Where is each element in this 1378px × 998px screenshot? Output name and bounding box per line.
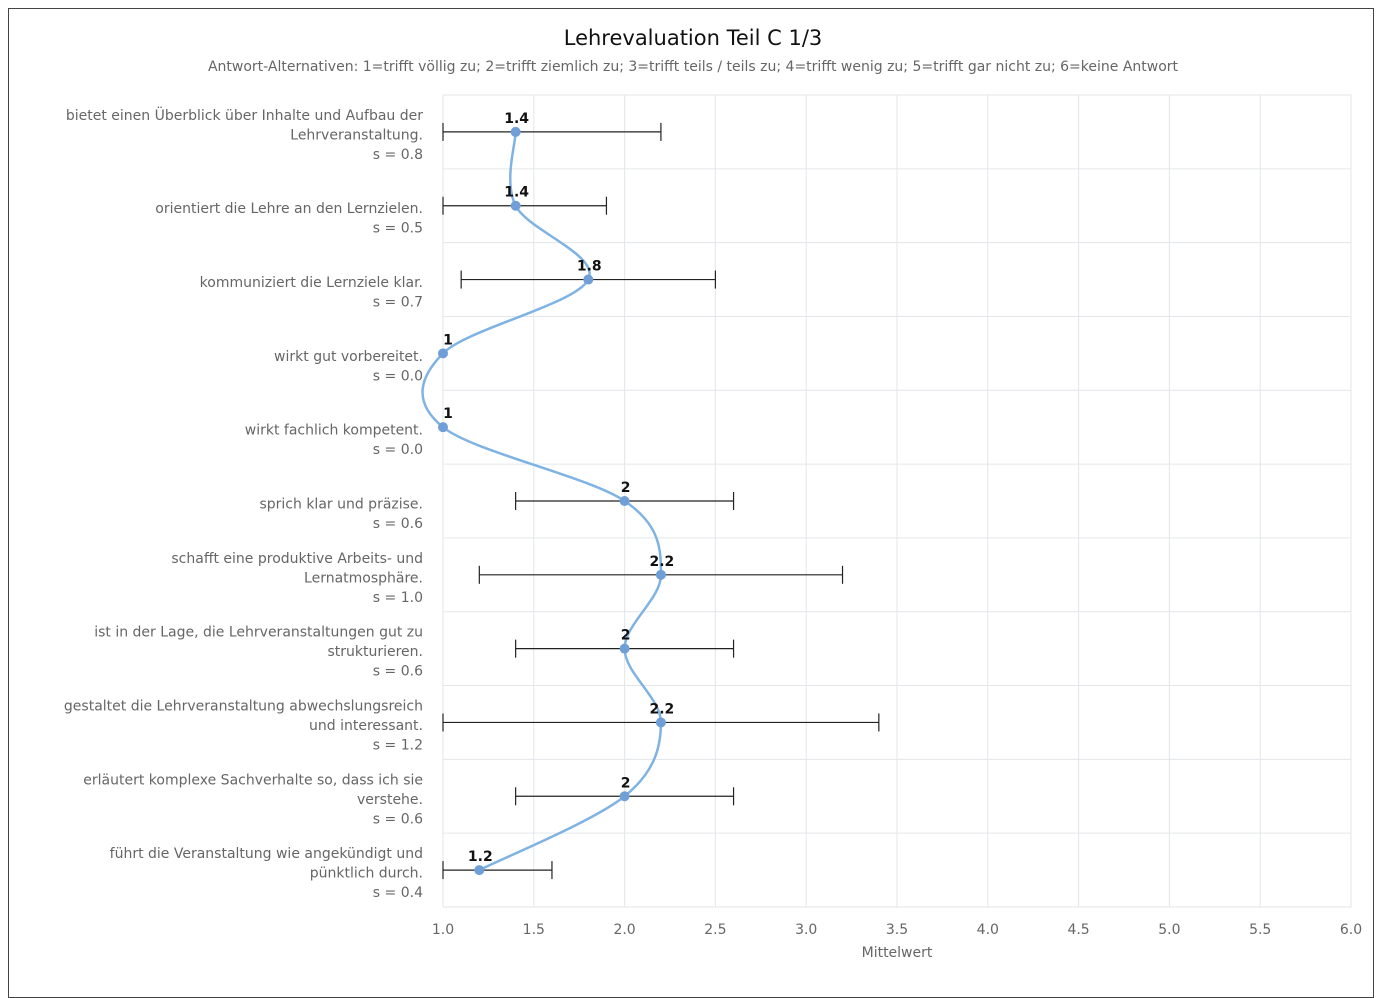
data-label: 2.2 [650, 701, 675, 717]
category-label: orientiert die Lehre an den Lernzielen. [155, 201, 423, 217]
category-label: s = 0.7 [373, 295, 423, 311]
point-layer [438, 126, 666, 876]
category-label: Lehrveranstaltung. [290, 127, 423, 143]
x-tick-label: 2.0 [613, 922, 635, 938]
x-tick-label: 3.5 [886, 922, 908, 938]
data-point[interactable] [619, 496, 630, 506]
category-label: s = 0.6 [373, 516, 423, 532]
category-label: sprich klar und präzise. [259, 497, 423, 513]
category-label: wirkt gut vorbereitet. [274, 349, 423, 365]
category-label: und interessant. [309, 718, 423, 734]
category-label: s = 0.0 [373, 442, 423, 458]
category-label: s = 0.5 [373, 221, 423, 237]
data-label: 2 [621, 775, 631, 791]
category-label: s = 0.4 [373, 885, 423, 901]
data-label: 1.2 [468, 849, 493, 865]
data-label: 2 [621, 480, 631, 496]
category-label: ist in der Lage, die Lehrveranstaltungen… [94, 625, 423, 641]
x-tick-label: 2.5 [704, 922, 726, 938]
category-label: s = 0.0 [373, 368, 423, 384]
category-label: s = 1.2 [373, 737, 423, 753]
x-tick-label: 6.0 [1340, 922, 1362, 938]
data-point[interactable] [510, 200, 521, 211]
category-label: verstehe. [357, 792, 423, 808]
data-point[interactable] [510, 126, 521, 137]
data-point[interactable] [438, 422, 448, 433]
data-point[interactable] [655, 569, 666, 580]
data-label: 1.4 [504, 111, 529, 127]
x-tick-label: 4.5 [1067, 922, 1089, 938]
data-label: 2 [621, 628, 631, 644]
x-tick-label: 5.0 [1158, 922, 1180, 938]
category-label: s = 0.6 [373, 811, 423, 827]
label-layer: 1.0 1.5 2.0 2.5 3.0 3.5 4.0 4.5 5.0 5.5 6.0 1.4 biet… [64, 106, 1362, 938]
data-point[interactable] [655, 717, 666, 728]
category-label: schafft eine produktive Arbeits- und [171, 551, 423, 567]
errorbar-layer [442, 122, 880, 880]
x-tick-label: 1.5 [523, 922, 545, 938]
series-line [421, 131, 663, 872]
x-tick-label: 3.0 [795, 922, 817, 938]
data-label: 1 [443, 332, 453, 348]
data-point[interactable] [438, 348, 448, 359]
data-point[interactable] [583, 274, 594, 285]
data-label: 2.2 [650, 554, 675, 570]
category-label: erläutert komplexe Sachverhalte so, dass… [83, 772, 423, 788]
data-label: 1 [443, 406, 453, 422]
category-label: strukturieren. [327, 644, 423, 660]
category-label: führt die Veranstaltung wie angekündigt … [110, 846, 423, 862]
category-label: gestaltet die Lehrveranstaltung abwechsl… [64, 698, 423, 714]
x-tick-label: 1.0 [432, 922, 454, 938]
chart-title: Lehrevaluation Teil C 1/3 [563, 26, 823, 50]
data-point[interactable] [619, 791, 630, 802]
category-label: Lernatmosphäre. [304, 570, 423, 586]
data-label: 1.4 [504, 185, 529, 201]
category-label: s = 0.8 [373, 147, 423, 163]
category-label: pünktlich durch. [310, 866, 423, 882]
data-point[interactable] [619, 643, 630, 654]
data-label: 1.8 [577, 259, 602, 275]
category-label: wirkt fachlich kompetent. [245, 423, 423, 439]
data-point[interactable] [474, 865, 485, 876]
x-tick-label: 5.5 [1249, 922, 1271, 938]
category-label: kommuniziert die Lernziele klar. [200, 275, 423, 291]
x-tick-label: 4.0 [977, 922, 999, 938]
category-label: bietet einen Überblick über Inhalte und … [66, 106, 423, 124]
category-label: s = 1.0 [373, 590, 423, 606]
x-axis-title: Mittelwert [862, 945, 933, 961]
chart-subtitle: Antwort-Alternativen: 1=trifft völlig zu… [207, 59, 1179, 75]
category-label: s = 0.6 [373, 664, 423, 680]
series-line-layer [421, 131, 663, 872]
